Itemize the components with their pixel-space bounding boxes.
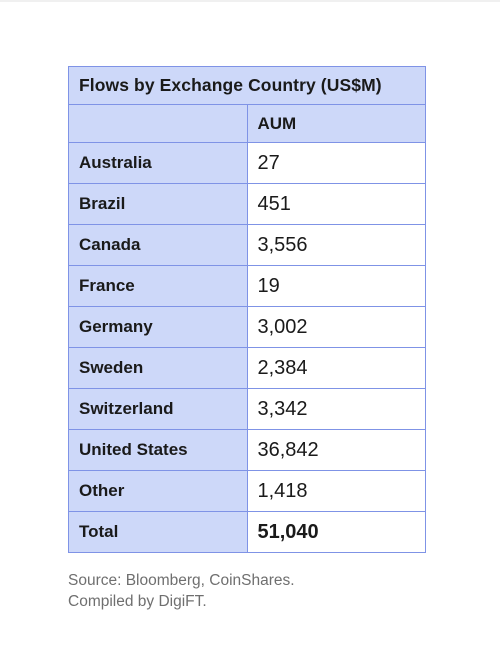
total-aum: 51,040 bbox=[246, 511, 426, 553]
country-cell: Other bbox=[68, 470, 248, 512]
country-cell: France bbox=[68, 265, 248, 307]
table-row: Sweden 2,384 bbox=[68, 347, 426, 389]
flows-table: Flows by Exchange Country (US$M) AUM Aus… bbox=[68, 66, 426, 553]
source-line-1: Source: Bloomberg, CoinShares. bbox=[68, 572, 295, 589]
country-cell: Australia bbox=[68, 142, 248, 184]
source-line-2: Compiled by DigiFT. bbox=[68, 593, 207, 610]
table-title: Flows by Exchange Country (US$M) bbox=[68, 66, 426, 105]
table-row: Germany 3,002 bbox=[68, 306, 426, 348]
country-cell: Brazil bbox=[68, 183, 248, 225]
total-label: Total bbox=[68, 511, 248, 553]
source-note: Source: Bloomberg, CoinShares. Compiled … bbox=[68, 570, 295, 612]
aum-cell: 3,342 bbox=[246, 388, 426, 430]
total-row: Total 51,040 bbox=[68, 511, 426, 553]
table-row: Other 1,418 bbox=[68, 470, 426, 512]
table-row: Brazil 451 bbox=[68, 183, 426, 225]
table-row: United States 36,842 bbox=[68, 429, 426, 471]
aum-cell: 2,384 bbox=[246, 347, 426, 389]
aum-cell: 27 bbox=[246, 142, 426, 184]
table-header-row: AUM bbox=[68, 104, 426, 143]
country-cell: Switzerland bbox=[68, 388, 248, 430]
table-row: Canada 3,556 bbox=[68, 224, 426, 266]
country-cell: Germany bbox=[68, 306, 248, 348]
country-cell: Canada bbox=[68, 224, 248, 266]
table-row: Switzerland 3,342 bbox=[68, 388, 426, 430]
column-header-aum: AUM bbox=[246, 104, 426, 143]
aum-cell: 451 bbox=[246, 183, 426, 225]
country-cell: United States bbox=[68, 429, 248, 471]
table-row: Australia 27 bbox=[68, 142, 426, 184]
aum-cell: 3,556 bbox=[246, 224, 426, 266]
top-divider bbox=[0, 0, 500, 2]
flows-table-container: Flows by Exchange Country (US$M) AUM Aus… bbox=[68, 66, 426, 553]
aum-cell: 19 bbox=[246, 265, 426, 307]
aum-cell: 3,002 bbox=[246, 306, 426, 348]
column-header-country bbox=[68, 104, 248, 143]
aum-cell: 36,842 bbox=[246, 429, 426, 471]
aum-cell: 1,418 bbox=[246, 470, 426, 512]
country-cell: Sweden bbox=[68, 347, 248, 389]
table-row: France 19 bbox=[68, 265, 426, 307]
